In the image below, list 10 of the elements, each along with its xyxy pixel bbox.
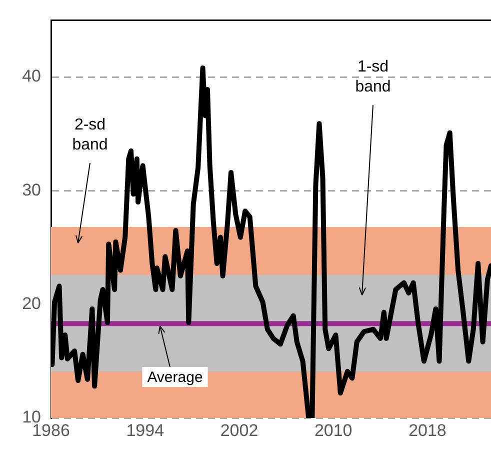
- x-tick-label: 2018: [408, 420, 446, 440]
- x-tick-label: 1994: [126, 420, 164, 440]
- ref-line-label: Average: [147, 369, 203, 386]
- y-tick-label: 20: [22, 294, 41, 314]
- y-tick-label: 40: [22, 66, 41, 86]
- x-tick-label: 2010: [314, 420, 352, 440]
- y-tick-label: 30: [22, 180, 41, 200]
- x-tick-label: 2002: [220, 420, 258, 440]
- band-label: 1-sd band: [355, 58, 391, 96]
- band-label: 2-sd band: [72, 116, 108, 154]
